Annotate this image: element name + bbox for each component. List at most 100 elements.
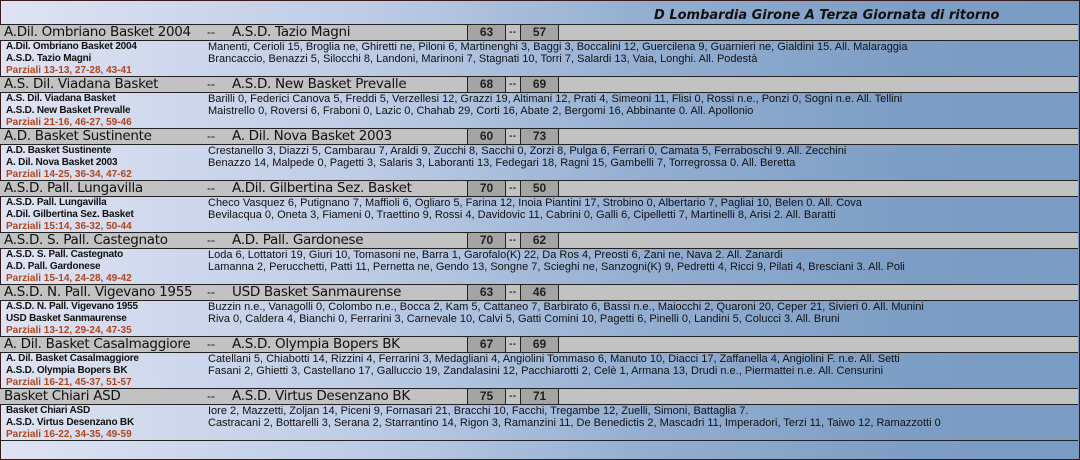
away-team-title: USD Basket Sanmaurense [232, 284, 402, 300]
away-score: 57 [520, 25, 559, 40]
game-header: A.S.D. N. Pall. Vigevano 1955 -- USD Bas… [0, 284, 1078, 301]
parziali: Parziali 15-14, 24-28, 49-42 [6, 273, 132, 284]
home-players: Loda 6, Lottatori 19, Giuri 10, Tomasoni… [208, 249, 783, 261]
score-separator: -- [508, 286, 517, 298]
home-players: Iore 2, Mazzetti, Zoljan 14, Piceni 9, F… [208, 405, 749, 417]
game-header: A.S.D. Pall. Lungavilla -- A.Dil. Gilber… [0, 180, 1078, 197]
home-team-title: A.S.D. N. Pall. Vigevano 1955 [4, 284, 193, 300]
parziali: Parziali 15:14, 36-32, 50-44 [6, 221, 132, 232]
home-team-title: A.S. Dil. Viadana Basket [4, 76, 159, 92]
away-score: 73 [520, 129, 559, 144]
game-block: Basket Chiari ASD -- A.S.D. Virtus Desen… [0, 388, 1078, 440]
score-separator: -- [508, 182, 517, 194]
parziali: Parziali 16-21, 45-37, 51-57 [6, 377, 132, 388]
away-team-label: A.S.D. Virtus Desenzano BK [6, 417, 134, 428]
away-team-label: A.S.D. Tazio Magni [6, 53, 92, 64]
game-block: A.S.D. S. Pall. Castegnato -- A.D. Pall.… [0, 232, 1078, 284]
home-team-title: A.S.D. S. Pall. Castegnato [4, 232, 168, 248]
away-team-title: A.D. Pall. Gardonese [232, 232, 364, 248]
away-team-label: A.Dil. Gilbertina Sez. Basket [6, 209, 134, 220]
score-separator: -- [508, 234, 517, 246]
home-players: Crestanello 3, Diazzi 5, Cambarau 7, Ara… [208, 145, 847, 157]
away-team-title: A.S.D. Olympia Bopers BK [232, 336, 400, 352]
away-score: 62 [520, 233, 559, 248]
home-score: 70 [467, 233, 506, 248]
title-bar: D Lombardia Girone A Terza Giornata di r… [0, 0, 1078, 24]
team-separator: -- [207, 233, 215, 247]
team-separator: -- [207, 181, 215, 195]
home-team-title: Basket Chiari ASD [4, 388, 121, 404]
away-score: 71 [520, 389, 559, 404]
away-players: Bevilacqua 0, Oneta 3, Fiameni 0, Traett… [208, 209, 836, 221]
score-separator: -- [508, 26, 517, 38]
game-block: A.D. Basket Sustinente -- A. Dil. Nova B… [0, 128, 1078, 180]
home-players: Manenti, Cerioli 15, Broglia ne, Ghirett… [208, 41, 908, 53]
game-header: A.S. Dil. Viadana Basket -- A.S.D. New B… [0, 76, 1078, 93]
home-score: 70 [467, 181, 506, 196]
away-team-title: A. Dil. Nova Basket 2003 [232, 128, 392, 144]
away-players: Riva 0, Caldera 4, Bianchi 0, Ferrarini … [208, 313, 840, 325]
home-score: 63 [467, 25, 506, 40]
away-team-title: A.S.D. New Basket Prevalle [232, 76, 407, 92]
team-separator: -- [207, 25, 215, 39]
home-team-title: A.S.D. Pall. Lungavilla [4, 180, 143, 196]
home-team-label: A.Dil. Ombriano Basket 2004 [6, 41, 137, 52]
away-score: 46 [520, 285, 559, 300]
home-team-label: A. Dil. Basket Casalmaggiore [6, 353, 139, 364]
home-score: 60 [467, 129, 506, 144]
away-team-label: A.S.D. New Basket Prevalle [6, 105, 131, 116]
game-block: A.S. Dil. Viadana Basket -- A.S.D. New B… [0, 76, 1078, 128]
home-score: 67 [467, 337, 506, 352]
team-separator: -- [207, 285, 215, 299]
team-separator: -- [207, 389, 215, 403]
away-score: 69 [520, 77, 559, 92]
home-players: Buzzin n.e., Vanagolli 0, Colombo n.e., … [208, 301, 924, 313]
home-team-title: A.D. Basket Sustinente [4, 128, 152, 144]
game-block: A.Dil. Ombriano Basket 2004 -- A.S.D. Ta… [0, 24, 1078, 76]
away-team-label: USD Basket Sanmaurense [6, 313, 127, 324]
score-separator: -- [508, 130, 517, 142]
page-title: D Lombardia Girone A Terza Giornata di r… [654, 8, 1000, 23]
game-header: A. Dil. Basket Casalmaggiore -- A.S.D. O… [0, 336, 1078, 353]
bottom-divider [0, 440, 1078, 441]
game-block: A.S.D. N. Pall. Vigevano 1955 -- USD Bas… [0, 284, 1078, 336]
team-separator: -- [207, 77, 215, 91]
away-team-label: A.D. Pall. Gardonese [6, 261, 101, 272]
away-score: 69 [520, 337, 559, 352]
game-header: A.Dil. Ombriano Basket 2004 -- A.S.D. Ta… [0, 24, 1078, 41]
home-score: 63 [467, 285, 506, 300]
parziali: Parziali 14-25, 36-34, 47-62 [6, 169, 132, 180]
team-separator: -- [207, 129, 215, 143]
score-separator: -- [508, 78, 517, 90]
home-team-label: Basket Chiari ASD [6, 405, 91, 416]
parziali: Parziali 16-22, 34-35, 49-59 [6, 429, 132, 440]
away-team-title: A.S.D. Virtus Desenzano BK [232, 388, 410, 404]
away-team-title: A.S.D. Tazio Magni [232, 24, 351, 40]
home-players: Checo Vasquez 6, Putignano 7, Maffioli 6… [208, 197, 862, 209]
away-players: Maistrello 0, Roversi 6, Fraboni 0, Lazi… [208, 105, 754, 117]
parziali: Parziali 21-16, 46-27, 59-46 [6, 117, 132, 128]
away-team-label: A.S.D. Olympia Bopers BK [6, 365, 128, 376]
home-players: Catellani 5, Chiabotti 14, Rizzini 4, Fe… [208, 353, 900, 365]
home-team-label: A.S.D. N. Pall. Vigevano 1955 [6, 301, 138, 312]
home-team-label: A.S. Dil. Viadana Basket [6, 93, 116, 104]
home-players: Barilli 0, Federici Canova 5, Freddi 5, … [208, 93, 903, 105]
home-team-title: A.Dil. Ombriano Basket 2004 [4, 24, 191, 40]
away-players: Lamanna 2, Perucchetti, Patti 11, Pernet… [208, 261, 905, 273]
game-header: A.D. Basket Sustinente -- A. Dil. Nova B… [0, 128, 1078, 145]
parziali: Parziali 13-12, 29-24, 47-35 [6, 325, 132, 336]
parziali: Parziali 13-13, 27-28, 43-41 [6, 65, 132, 76]
away-players: Fasani 2, Ghietti 3, Castellano 17, Gall… [208, 365, 884, 377]
score-separator: -- [508, 338, 517, 350]
away-team-label: A. Dil. Nova Basket 2003 [6, 157, 118, 168]
game-header: Basket Chiari ASD -- A.S.D. Virtus Desen… [0, 388, 1078, 405]
away-players: Benazzo 14, Malpede 0, Pagetti 3, Salari… [208, 157, 796, 169]
team-separator: -- [207, 337, 215, 351]
home-team-label: A.S.D. Pall. Lungavilla [6, 197, 107, 208]
away-players: Brancaccio, Benazzi 5, Silocchi 8, Lando… [208, 53, 758, 65]
home-team-label: A.S.D. S. Pall. Castegnato [6, 249, 124, 260]
away-team-title: A.Dil. Gilbertina Sez. Basket [232, 180, 412, 196]
away-players: Castracani 2, Bottarelli 3, Serana 2, St… [208, 417, 941, 429]
score-separator: -- [508, 390, 517, 402]
home-score: 75 [467, 389, 506, 404]
